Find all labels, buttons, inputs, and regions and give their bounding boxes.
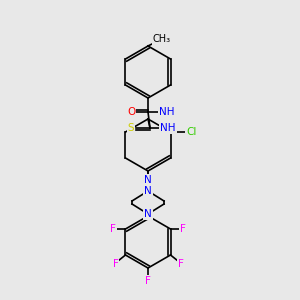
Text: S: S: [128, 123, 134, 133]
Text: CH₃: CH₃: [153, 34, 171, 44]
Text: NH: NH: [160, 123, 176, 133]
Text: N: N: [144, 209, 152, 219]
Text: F: F: [145, 276, 151, 286]
Text: F: F: [110, 224, 116, 234]
Text: F: F: [178, 259, 184, 269]
Text: N: N: [144, 186, 152, 196]
Text: F: F: [112, 259, 118, 269]
Text: Cl: Cl: [186, 127, 197, 137]
Text: N: N: [144, 175, 152, 185]
Text: F: F: [180, 224, 186, 234]
Text: NH: NH: [159, 107, 175, 117]
Text: O: O: [127, 107, 135, 117]
